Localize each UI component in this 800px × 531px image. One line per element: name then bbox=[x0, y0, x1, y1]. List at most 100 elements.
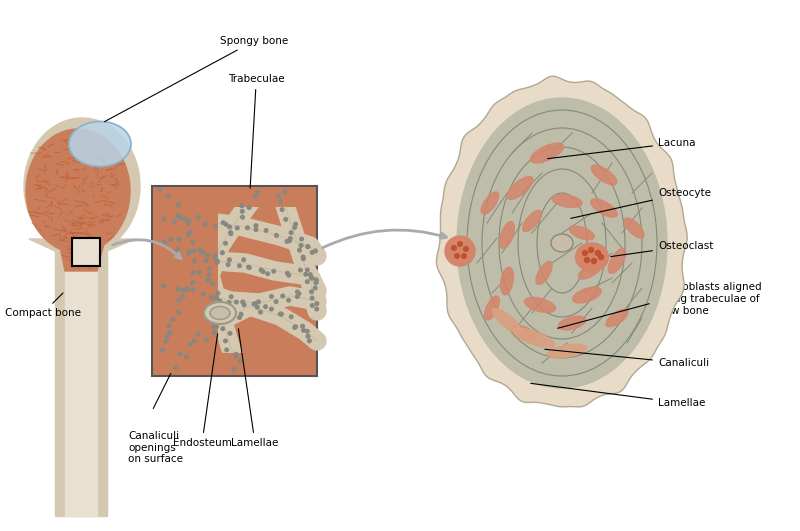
Circle shape bbox=[302, 329, 306, 332]
Circle shape bbox=[247, 205, 251, 209]
Circle shape bbox=[302, 257, 306, 261]
Ellipse shape bbox=[445, 236, 475, 266]
Circle shape bbox=[234, 354, 238, 358]
Circle shape bbox=[462, 254, 466, 258]
Text: Lamellae: Lamellae bbox=[530, 383, 706, 408]
Circle shape bbox=[299, 244, 303, 247]
Circle shape bbox=[241, 216, 244, 219]
Circle shape bbox=[173, 220, 176, 224]
Circle shape bbox=[298, 249, 302, 252]
Circle shape bbox=[290, 315, 293, 319]
Circle shape bbox=[280, 208, 284, 211]
Circle shape bbox=[176, 247, 180, 251]
Circle shape bbox=[302, 255, 305, 259]
Circle shape bbox=[266, 272, 270, 276]
Ellipse shape bbox=[573, 287, 602, 303]
Circle shape bbox=[296, 290, 299, 294]
Circle shape bbox=[314, 279, 318, 282]
Circle shape bbox=[259, 268, 263, 272]
Ellipse shape bbox=[525, 297, 555, 313]
Circle shape bbox=[252, 302, 256, 306]
Circle shape bbox=[174, 366, 178, 370]
Circle shape bbox=[274, 234, 278, 237]
Circle shape bbox=[166, 335, 169, 338]
Circle shape bbox=[286, 271, 290, 275]
Circle shape bbox=[186, 233, 190, 236]
Circle shape bbox=[270, 295, 274, 298]
Circle shape bbox=[285, 239, 289, 243]
Circle shape bbox=[162, 240, 166, 244]
Circle shape bbox=[230, 295, 233, 298]
Circle shape bbox=[234, 301, 238, 304]
Circle shape bbox=[217, 316, 220, 320]
Circle shape bbox=[178, 352, 182, 356]
Ellipse shape bbox=[570, 226, 594, 240]
Circle shape bbox=[295, 295, 299, 298]
Circle shape bbox=[214, 254, 217, 257]
Circle shape bbox=[167, 324, 171, 328]
Ellipse shape bbox=[536, 261, 552, 285]
Circle shape bbox=[254, 302, 257, 305]
Ellipse shape bbox=[551, 234, 573, 252]
Circle shape bbox=[235, 226, 239, 230]
Circle shape bbox=[241, 210, 244, 213]
Circle shape bbox=[242, 258, 246, 262]
Ellipse shape bbox=[26, 129, 130, 253]
Circle shape bbox=[283, 190, 286, 194]
Bar bbox=[72, 238, 100, 266]
Circle shape bbox=[241, 300, 245, 304]
Ellipse shape bbox=[624, 218, 644, 238]
Circle shape bbox=[198, 270, 201, 274]
Circle shape bbox=[191, 241, 194, 244]
Circle shape bbox=[168, 331, 172, 335]
Circle shape bbox=[169, 237, 173, 241]
Circle shape bbox=[234, 353, 238, 356]
Circle shape bbox=[247, 266, 251, 269]
Circle shape bbox=[196, 216, 200, 219]
Circle shape bbox=[213, 255, 217, 259]
Text: Spongy bone: Spongy bone bbox=[105, 36, 288, 122]
Circle shape bbox=[204, 259, 208, 262]
Circle shape bbox=[310, 296, 314, 300]
Ellipse shape bbox=[590, 199, 618, 217]
Circle shape bbox=[218, 299, 222, 303]
Circle shape bbox=[216, 292, 220, 295]
Ellipse shape bbox=[501, 267, 514, 295]
Circle shape bbox=[272, 269, 275, 273]
Circle shape bbox=[224, 339, 227, 342]
Circle shape bbox=[314, 249, 318, 253]
Ellipse shape bbox=[558, 316, 586, 330]
Circle shape bbox=[582, 251, 587, 255]
Circle shape bbox=[254, 224, 258, 227]
Circle shape bbox=[255, 305, 259, 309]
Text: Canaliculi
openings
on surface: Canaliculi openings on surface bbox=[128, 431, 183, 464]
Ellipse shape bbox=[591, 165, 617, 185]
Circle shape bbox=[202, 292, 205, 296]
Circle shape bbox=[177, 298, 181, 302]
Circle shape bbox=[177, 203, 180, 207]
Circle shape bbox=[310, 251, 314, 254]
Circle shape bbox=[315, 307, 318, 311]
Circle shape bbox=[238, 359, 242, 363]
Circle shape bbox=[277, 194, 280, 198]
Circle shape bbox=[310, 290, 314, 294]
Circle shape bbox=[178, 237, 181, 241]
Circle shape bbox=[278, 200, 282, 203]
Circle shape bbox=[308, 339, 311, 342]
Text: Endosteum: Endosteum bbox=[173, 334, 231, 448]
Circle shape bbox=[158, 187, 162, 191]
Ellipse shape bbox=[457, 98, 667, 388]
Polygon shape bbox=[57, 232, 107, 271]
Circle shape bbox=[203, 222, 207, 226]
Circle shape bbox=[242, 303, 246, 307]
Circle shape bbox=[595, 251, 601, 255]
Ellipse shape bbox=[522, 210, 542, 232]
Circle shape bbox=[274, 300, 278, 303]
Circle shape bbox=[288, 239, 291, 243]
Circle shape bbox=[598, 254, 603, 260]
Text: Osteoblasts aligned
along trabeculae of
new bone: Osteoblasts aligned along trabeculae of … bbox=[658, 282, 762, 315]
Circle shape bbox=[254, 195, 257, 199]
Circle shape bbox=[176, 214, 180, 218]
Circle shape bbox=[212, 325, 216, 329]
Circle shape bbox=[210, 296, 213, 299]
